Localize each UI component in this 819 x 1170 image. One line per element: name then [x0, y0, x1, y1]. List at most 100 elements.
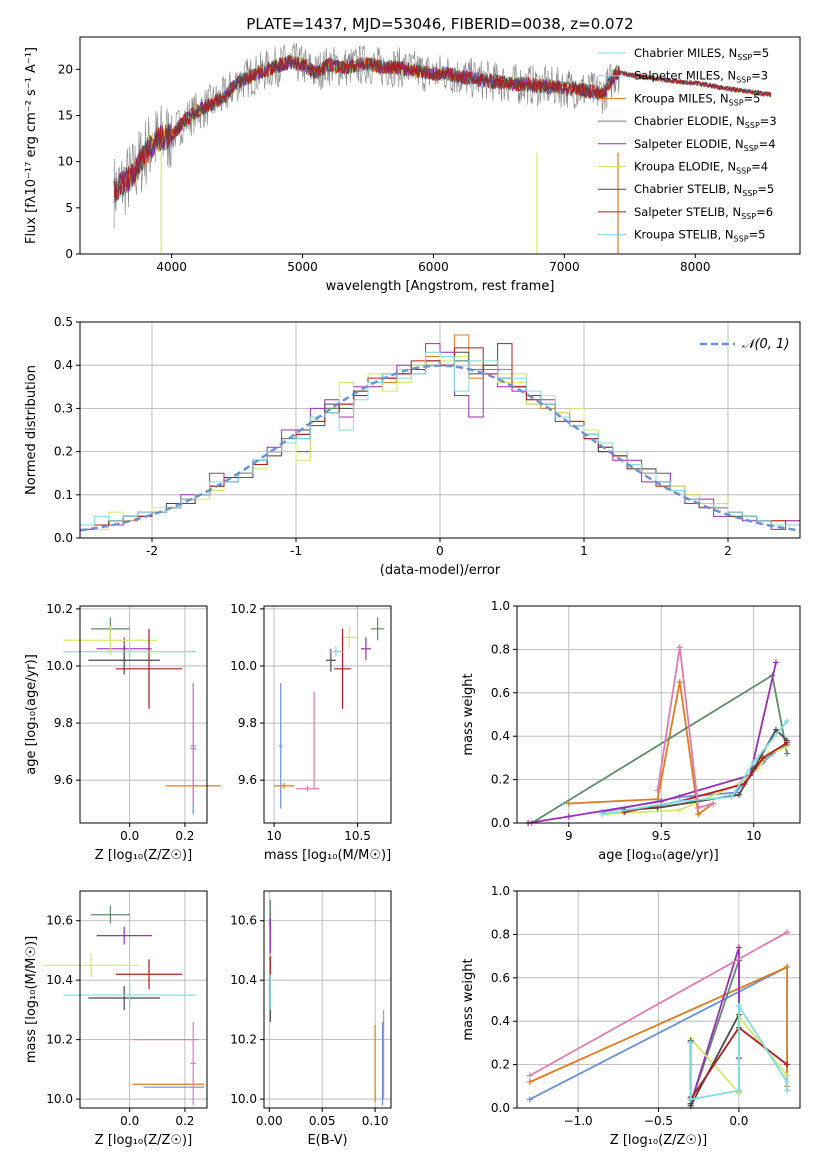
normal-curve	[79, 364, 801, 532]
x-tick-label: 9	[565, 829, 573, 843]
x-tick-label: 0.10	[362, 1114, 389, 1128]
x-tick-label: −0.5	[644, 1114, 673, 1128]
y-tick-label: 0.0	[491, 816, 510, 830]
axes-frame	[263, 605, 392, 824]
y-tick-label: 9.8	[54, 716, 73, 730]
legend-label: Salpeter ELODIE, NSSP=4	[634, 137, 776, 153]
series-marker	[599, 811, 606, 818]
y-tick-label: 0.8	[491, 927, 510, 941]
panel-mass-vs-Z: 0.0 0.2 10.0 10.2 10.4 10.6 Z [log₁₀(Z/Z☉)] mas…	[24, 890, 208, 1148]
y-tick-label: 1.0	[491, 884, 510, 898]
axes-frame	[516, 605, 801, 824]
histogram-step	[80, 351, 800, 526]
x-tick-label: 10	[746, 829, 761, 843]
x-tick-label: 7000	[549, 260, 580, 274]
y-tick-label: 0.6	[491, 971, 510, 985]
y-tick-label: 0.1	[54, 488, 73, 502]
axes-frame	[79, 605, 208, 824]
series-marker	[710, 800, 717, 807]
y-tick-label: 0.4	[54, 358, 73, 372]
x-tick-label: −1.0	[564, 1114, 593, 1128]
series-line	[529, 966, 788, 1101]
series-marker	[676, 798, 683, 805]
panel-residual-histogram: -2 -1 0 1 2 0.0 0.1 0.2 0.3 0.4 0.5 (data-model)/er…	[24, 315, 801, 578]
x-axis-label: E(B-V)	[307, 1133, 347, 1148]
axes-frame	[79, 890, 208, 1109]
spectrum-line	[113, 55, 772, 201]
series-marker	[526, 1078, 533, 1085]
series-marker	[735, 791, 742, 798]
x-tick-label: 0.0	[729, 1114, 748, 1128]
y-tick-label: 15	[58, 108, 73, 122]
series-marker	[695, 804, 702, 811]
series-marker	[735, 1087, 742, 1094]
panel-age-vs-Z: 0.0 0.2 9.6 9.8 10.0 10.2 Z [log₁₀(Z/Z☉)] age […	[24, 602, 221, 863]
series-marker	[687, 1039, 694, 1046]
series-marker	[784, 1061, 791, 1068]
y-tick-label: 10.2	[230, 602, 257, 616]
series-marker	[565, 800, 572, 807]
x-tick-label: 0.0	[120, 1114, 139, 1128]
series-marker	[784, 718, 791, 725]
y-tick-label: 0.0	[54, 531, 73, 545]
x-tick-label: 10.5	[344, 829, 371, 843]
x-tick-label: 0	[436, 544, 444, 558]
legend-label: Kroupa ELODIE, NSSP=4	[634, 160, 768, 176]
series-marker	[695, 811, 702, 818]
series-marker	[784, 1078, 791, 1085]
series-line	[529, 931, 788, 1077]
x-tick-label: 8000	[680, 260, 711, 274]
legend-label: Kroupa STELIB, NSSP=5	[634, 228, 765, 244]
y-tick-label: 0.2	[491, 1058, 510, 1072]
y-tick-label: 20	[58, 62, 73, 76]
panel-spectrum: 4000 5000 6000 7000 8000 0 5 10 15 20 wavelength […	[24, 36, 801, 294]
x-tick-label: -1	[290, 544, 302, 558]
x-tick-label: 10	[266, 829, 281, 843]
series-marker	[784, 929, 791, 936]
y-tick-label: 1.0	[491, 599, 510, 613]
y-tick-label: 10.2	[46, 602, 73, 616]
y-tick-label: 0.3	[54, 401, 73, 415]
x-tick-label: -2	[146, 544, 158, 558]
x-tick-label: 0.0	[120, 829, 139, 843]
panel-weight-vs-Z: −1.0 −0.5 0.0 0.0 0.2 0.4 0.6 0.8 1.0 Z [log₁₀(Z/…	[461, 884, 801, 1148]
y-tick-label: 10.2	[230, 1033, 257, 1047]
x-tick-label: 2	[724, 544, 732, 558]
series-line	[656, 647, 714, 809]
panel-weight-vs-age: 9 9.5 10 0.0 0.2 0.4 0.6 0.8 1.0 age [log₁₀(age/y…	[461, 599, 801, 863]
legend-label: 𝒩(0, 1)	[742, 337, 789, 352]
x-axis-label: Z [log₁₀(Z/Z☉)]	[95, 848, 192, 863]
series-marker	[735, 944, 742, 951]
y-tick-label: 10.6	[230, 914, 257, 928]
y-tick-label: 9.6	[54, 773, 73, 787]
legend-label: Chabrier ELODIE, NSSP=3	[634, 114, 777, 130]
y-tick-label: 0.5	[54, 315, 73, 329]
series-marker	[784, 739, 791, 746]
series-marker	[676, 678, 683, 685]
series-marker	[735, 1003, 742, 1010]
legend-label: Kroupa MILES, NSSP=5	[634, 91, 760, 107]
series-marker	[728, 793, 735, 800]
y-tick-label: 10.4	[46, 973, 73, 987]
panel-age-vs-mass: 10 10.5 9.6 9.8 10.0 10.2 mass [log₁₀(M/M☉)]	[230, 602, 392, 863]
legend-label: Chabrier MILES, NSSP=5	[634, 46, 769, 62]
x-axis-label: (data-model)/error	[380, 563, 501, 578]
y-tick-label: 0.4	[491, 1014, 510, 1028]
x-tick-label: 0.00	[256, 1114, 283, 1128]
series-marker	[741, 780, 748, 787]
x-tick-label: 5000	[287, 260, 318, 274]
y-tick-label: 9.6	[238, 773, 257, 787]
series-marker	[658, 798, 665, 805]
y-tick-label: 10.0	[46, 659, 73, 673]
y-tick-label: 10.0	[46, 1092, 73, 1106]
y-tick-label: 0.6	[491, 686, 510, 700]
series-marker	[654, 787, 661, 794]
series-marker	[676, 806, 683, 813]
y-axis-label: mass weight	[461, 673, 476, 755]
series-marker	[750, 759, 757, 766]
x-tick-label: 0.05	[309, 1114, 336, 1128]
series-marker	[784, 963, 791, 970]
y-tick-label: 9.8	[238, 716, 257, 730]
y-axis-label: Flux [fλ10⁻¹⁷ erg cm⁻² s⁻¹ A⁻¹]	[24, 47, 39, 244]
